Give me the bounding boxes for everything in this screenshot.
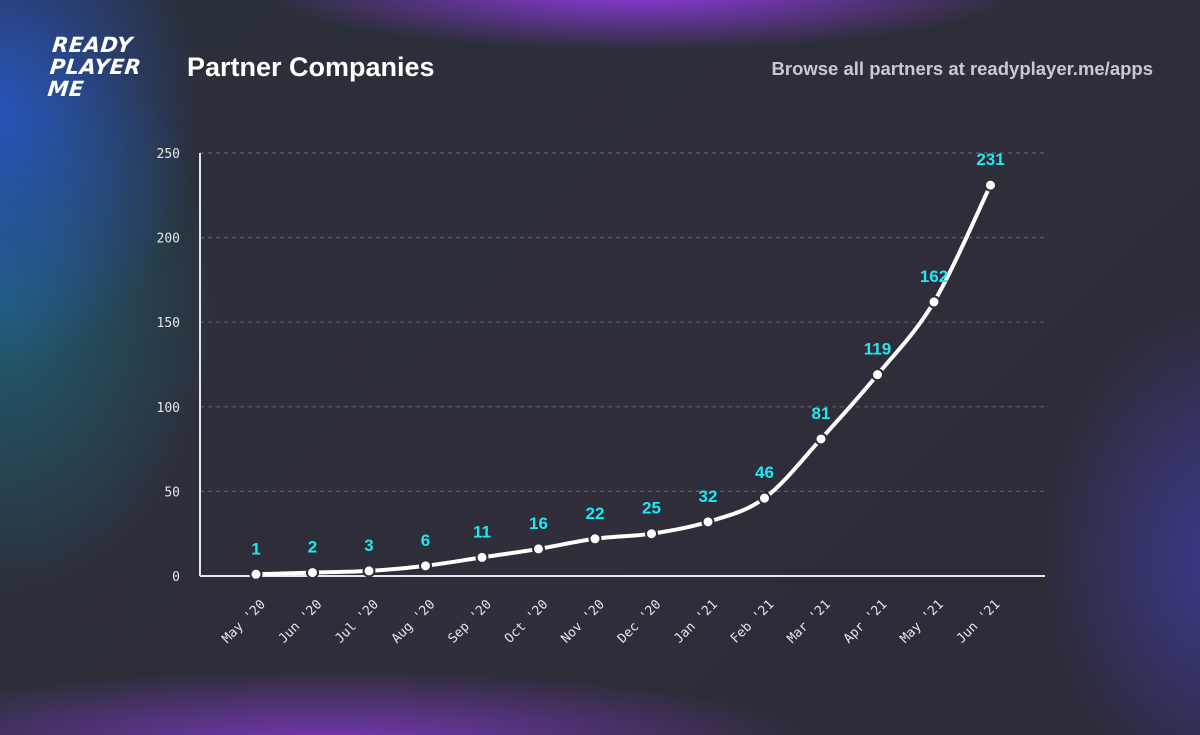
- axes: [199, 153, 1045, 577]
- x-tick-label: Sep '20: [445, 597, 494, 646]
- data-point: [306, 566, 319, 580]
- data-point: [532, 542, 545, 556]
- x-tick-label: Feb '21: [728, 597, 777, 646]
- data-labels: 1 2 3 6 11 16 22 25 32 46 81 119 162 231: [251, 150, 1004, 558]
- x-tick-labels: May '20 Jun '20 Jul '20 Aug '20 Sep '20 Oct '…: [219, 597, 1003, 646]
- data-label: 162: [920, 267, 948, 286]
- data-label: 22: [586, 504, 605, 523]
- x-tick-label: May '21: [897, 597, 946, 646]
- data-point: [475, 550, 489, 564]
- x-tick-label: Jan '21: [671, 597, 720, 646]
- data-label: 1: [251, 539, 260, 558]
- x-tick-label: Aug '20: [389, 597, 438, 646]
- data-point: [362, 564, 376, 578]
- page-title: Partner Companies: [187, 52, 435, 82]
- data-point: [758, 491, 771, 505]
- x-tick-label: Nov '20: [558, 597, 607, 646]
- x-tick-label: Jul '20: [332, 597, 381, 646]
- y-tick-label: 150: [157, 316, 180, 331]
- y-tick-label: 50: [164, 485, 180, 500]
- x-tick-label: May '20: [219, 597, 268, 646]
- data-label: 119: [864, 340, 891, 359]
- x-tick-label: Jun '20: [276, 597, 325, 646]
- x-tick-label: Oct '20: [502, 597, 551, 646]
- data-label: 231: [976, 150, 1004, 169]
- data-point: [814, 432, 828, 446]
- data-label: 32: [699, 487, 718, 506]
- data-label: 16: [529, 514, 548, 533]
- data-point: [927, 295, 941, 309]
- y-tick-label: 0: [172, 570, 180, 585]
- y-tick-label: 250: [157, 147, 180, 162]
- grid-lines: [200, 152, 1045, 492]
- y-tick-label: 100: [157, 401, 180, 416]
- data-point: [645, 527, 658, 541]
- data-label: 25: [642, 499, 661, 518]
- x-tick-label: Dec '20: [615, 597, 664, 646]
- data-label: 46: [755, 463, 774, 482]
- data-point: [984, 178, 997, 192]
- x-tick-label: Mar '21: [784, 597, 833, 646]
- x-tick-label: Apr '21: [841, 597, 890, 646]
- data-point: [588, 532, 602, 546]
- data-point: [871, 368, 884, 382]
- data-point: [249, 567, 263, 581]
- x-tick-label: Jun '21: [954, 597, 1003, 646]
- partners-link-text: Browse all partners at readyplayer.me/ap…: [771, 58, 1153, 79]
- data-label: 81: [812, 404, 831, 423]
- data-point: [419, 559, 432, 573]
- data-label: 11: [473, 522, 491, 541]
- y-tick-labels: 0 50 100 150 200 250: [157, 147, 180, 585]
- y-tick-label: 200: [157, 232, 180, 247]
- data-label: 6: [421, 531, 430, 550]
- data-points: [249, 178, 997, 581]
- data-label: 2: [308, 538, 317, 557]
- data-label: 3: [364, 536, 373, 555]
- data-point: [701, 515, 715, 529]
